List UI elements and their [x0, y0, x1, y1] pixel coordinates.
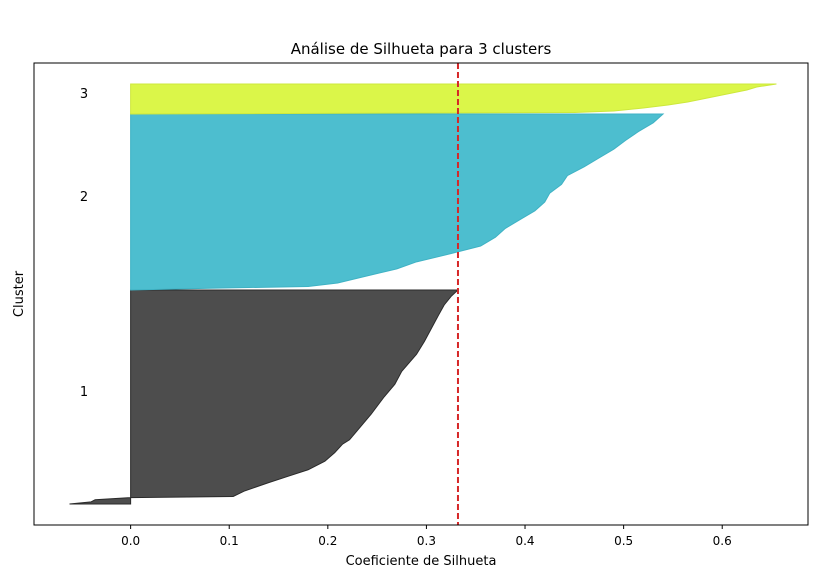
chart-title: Análise de Silhueta para 3 clusters: [291, 40, 552, 58]
x-tick-label: 0.0: [121, 534, 140, 548]
cluster-2-silhouette: [130, 113, 665, 291]
x-tick-label: 0.6: [713, 534, 732, 548]
x-tick-label: 0.2: [318, 534, 337, 548]
y-axis-label: Cluster: [12, 270, 27, 317]
x-tick-label: 0.3: [417, 534, 436, 548]
plot-area: 1 2 3: [33, 62, 809, 526]
x-axis-label: Coeficiente de Silhueta: [346, 554, 497, 569]
cluster-1-silhouette: [69, 289, 460, 505]
x-axis-ticks: 0.0 0.1 0.2 0.3 0.4 0.5 0.6: [121, 525, 732, 548]
cluster-3-silhouette: [130, 83, 777, 115]
x-tick-label: 0.5: [614, 534, 633, 548]
cluster-3-label: 3: [80, 87, 88, 102]
plot-frame: [33, 62, 809, 526]
cluster-1-label: 1: [80, 385, 88, 400]
cluster-2-label: 2: [80, 190, 88, 205]
x-tick-label: 0.1: [220, 534, 239, 548]
x-tick-label: 0.4: [515, 534, 534, 548]
